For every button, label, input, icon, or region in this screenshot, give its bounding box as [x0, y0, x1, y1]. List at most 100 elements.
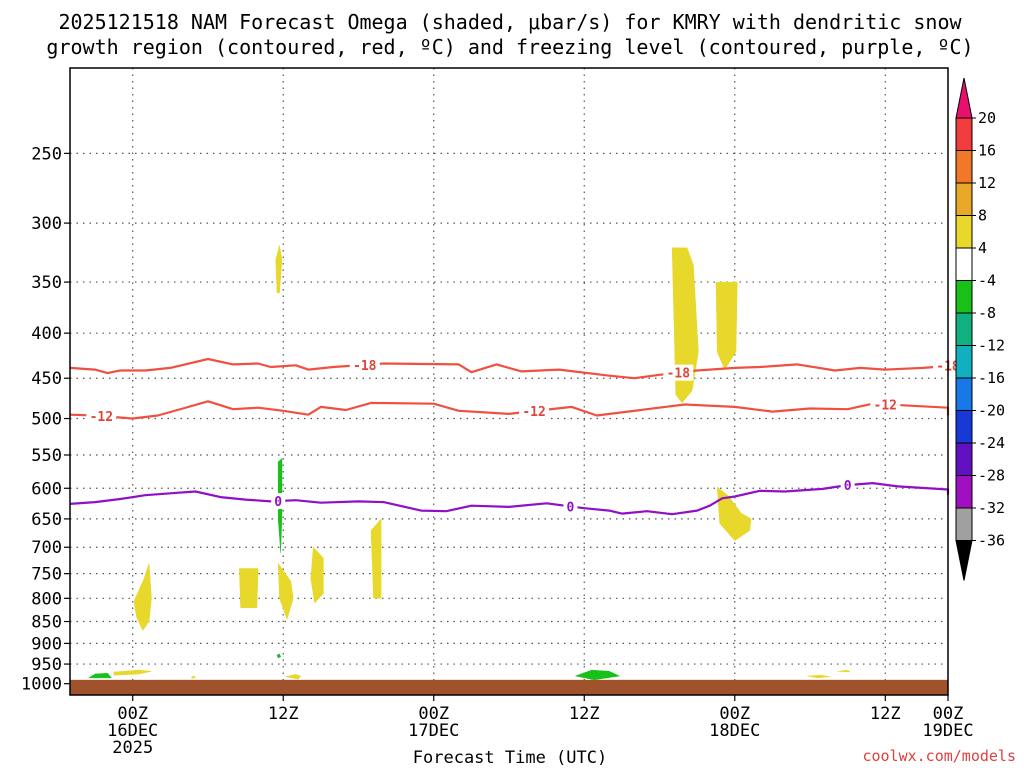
contour-label: -12 [522, 405, 545, 420]
x-tick-label: 19DEC [922, 721, 973, 741]
chart-title-line-2: growth region (contoured, red, ºC) and f… [46, 35, 973, 59]
colorbar-segment [955, 182, 973, 216]
colorbar-segment [955, 117, 973, 151]
colorbar-segment [955, 475, 973, 509]
colorbar-segment [955, 247, 973, 281]
x-tick-label: 16DEC [107, 721, 158, 741]
colorbar-segment [955, 280, 973, 314]
omega-region-negative [87, 672, 112, 679]
contour-label-bg [519, 403, 550, 420]
colorbar-label: -16 [978, 369, 1005, 387]
contour-label: -18 [353, 359, 377, 374]
dendritic-temp-contour [69, 357, 950, 380]
contour-label: -12 [90, 410, 113, 425]
omega-region-positive [133, 563, 152, 631]
x-tick-label: 12Z [268, 704, 299, 724]
colorbar-label: -36 [978, 532, 1005, 550]
y-tick-label: 750 [31, 565, 62, 585]
x-tick-label: 12Z [569, 704, 600, 724]
omega-region-positive [285, 674, 302, 680]
contour-label-bg [563, 498, 578, 515]
contour-label: -18 [667, 367, 691, 382]
colorbar: 20 16 12 8 4 -4 -8 -12 -16 -20 -24 -28 -32 -36 [955, 77, 1005, 581]
y-tick-label: 450 [31, 369, 62, 389]
chart-title-line-1: 2025121518 NAM Forecast Omega (shaded, μ… [58, 10, 962, 34]
x-tick-label: 00Z [117, 704, 148, 724]
colorbar-label: -12 [978, 337, 1005, 355]
colorbar-label: 16 [978, 142, 996, 160]
contour-label-bg [870, 396, 901, 413]
y-tick-label: 300 [31, 214, 62, 234]
omega-region-positive [239, 568, 259, 609]
colorbar-label: -8 [978, 304, 996, 322]
contour-label-bg [86, 407, 117, 424]
colorbar-label: -28 [978, 467, 1005, 485]
contour-label: 0 [274, 495, 282, 510]
omega-region-negative [276, 653, 282, 659]
colorbar-arrow-bottom [955, 540, 973, 581]
omega-region-positive [807, 674, 831, 679]
x-tick-label: 18DEC [709, 721, 760, 741]
x-tick-label: 00Z [719, 704, 750, 724]
omega-region-negative [574, 669, 621, 681]
y-axis-ticks: 2503003504004505005506006507007508008509… [21, 144, 70, 695]
y-tick-label: 950 [31, 655, 62, 675]
grid-lines [70, 68, 948, 695]
freezing-level-contour [69, 482, 950, 516]
credit-label: coolwx.com/models [862, 747, 1016, 765]
omega-shading [87, 245, 949, 681]
contour-label-bg [349, 356, 380, 373]
colorbar-segment [955, 377, 973, 411]
x-tick-label: 00Z [933, 704, 964, 724]
contour-label-bg [840, 477, 855, 494]
x-tick-label: 12Z [870, 704, 901, 724]
colorbar-label: 20 [978, 109, 996, 127]
contour-label: 0 [844, 479, 852, 494]
contour-label: -12 [874, 398, 897, 413]
ground-fill [70, 679, 948, 695]
y-tick-label: 600 [31, 479, 62, 499]
contour-labels: -18-18 -18-12 -12 -120 00 [86, 356, 963, 515]
omega-region-positive [715, 281, 738, 371]
colorbar-segment [955, 442, 973, 476]
y-tick-label: 700 [31, 538, 62, 558]
colorbar-segment [955, 345, 973, 379]
colorbar-segment [955, 150, 973, 184]
colorbar-label: 4 [978, 239, 987, 257]
x-tick-label: 2025 [112, 738, 153, 758]
omega-region-positive [310, 546, 324, 604]
y-tick-label: 350 [31, 273, 62, 293]
colorbar-segment [955, 215, 973, 249]
colorbar-label: 12 [978, 174, 996, 192]
contour-lines [69, 357, 950, 516]
omega-region-positive [191, 675, 196, 679]
y-tick-label: 250 [31, 144, 62, 164]
colorbar-label: -4 [978, 272, 996, 290]
contour-label-bg [271, 493, 286, 510]
omega-region-positive [275, 245, 283, 294]
contour-label: 0 [567, 500, 575, 515]
y-tick-label: 1000 [21, 675, 62, 695]
omega-region-positive [716, 486, 752, 541]
y-tick-label: 900 [31, 634, 62, 654]
ground-layer [70, 679, 948, 695]
colorbar-segment [955, 312, 973, 346]
colorbar-arrow-top [955, 77, 973, 119]
colorbar-label: -24 [978, 434, 1005, 452]
colorbar-label: -20 [978, 402, 1005, 420]
y-tick-label: 400 [31, 324, 62, 344]
plot-frame [69, 67, 949, 696]
omega-region-positive [277, 562, 294, 621]
y-tick-label: 650 [31, 510, 62, 530]
dendritic-temp-contour [69, 400, 950, 420]
colorbar-label: -32 [978, 499, 1005, 517]
y-tick-label: 500 [31, 410, 62, 430]
colorbar-label: 8 [978, 207, 987, 225]
contour-label-bg [663, 364, 694, 381]
omega-region-positive [113, 669, 152, 676]
x-axis-title: Forecast Time (UTC) [413, 748, 607, 768]
x-tick-label: 17DEC [408, 721, 459, 741]
x-tick-label: 00Z [418, 704, 449, 724]
